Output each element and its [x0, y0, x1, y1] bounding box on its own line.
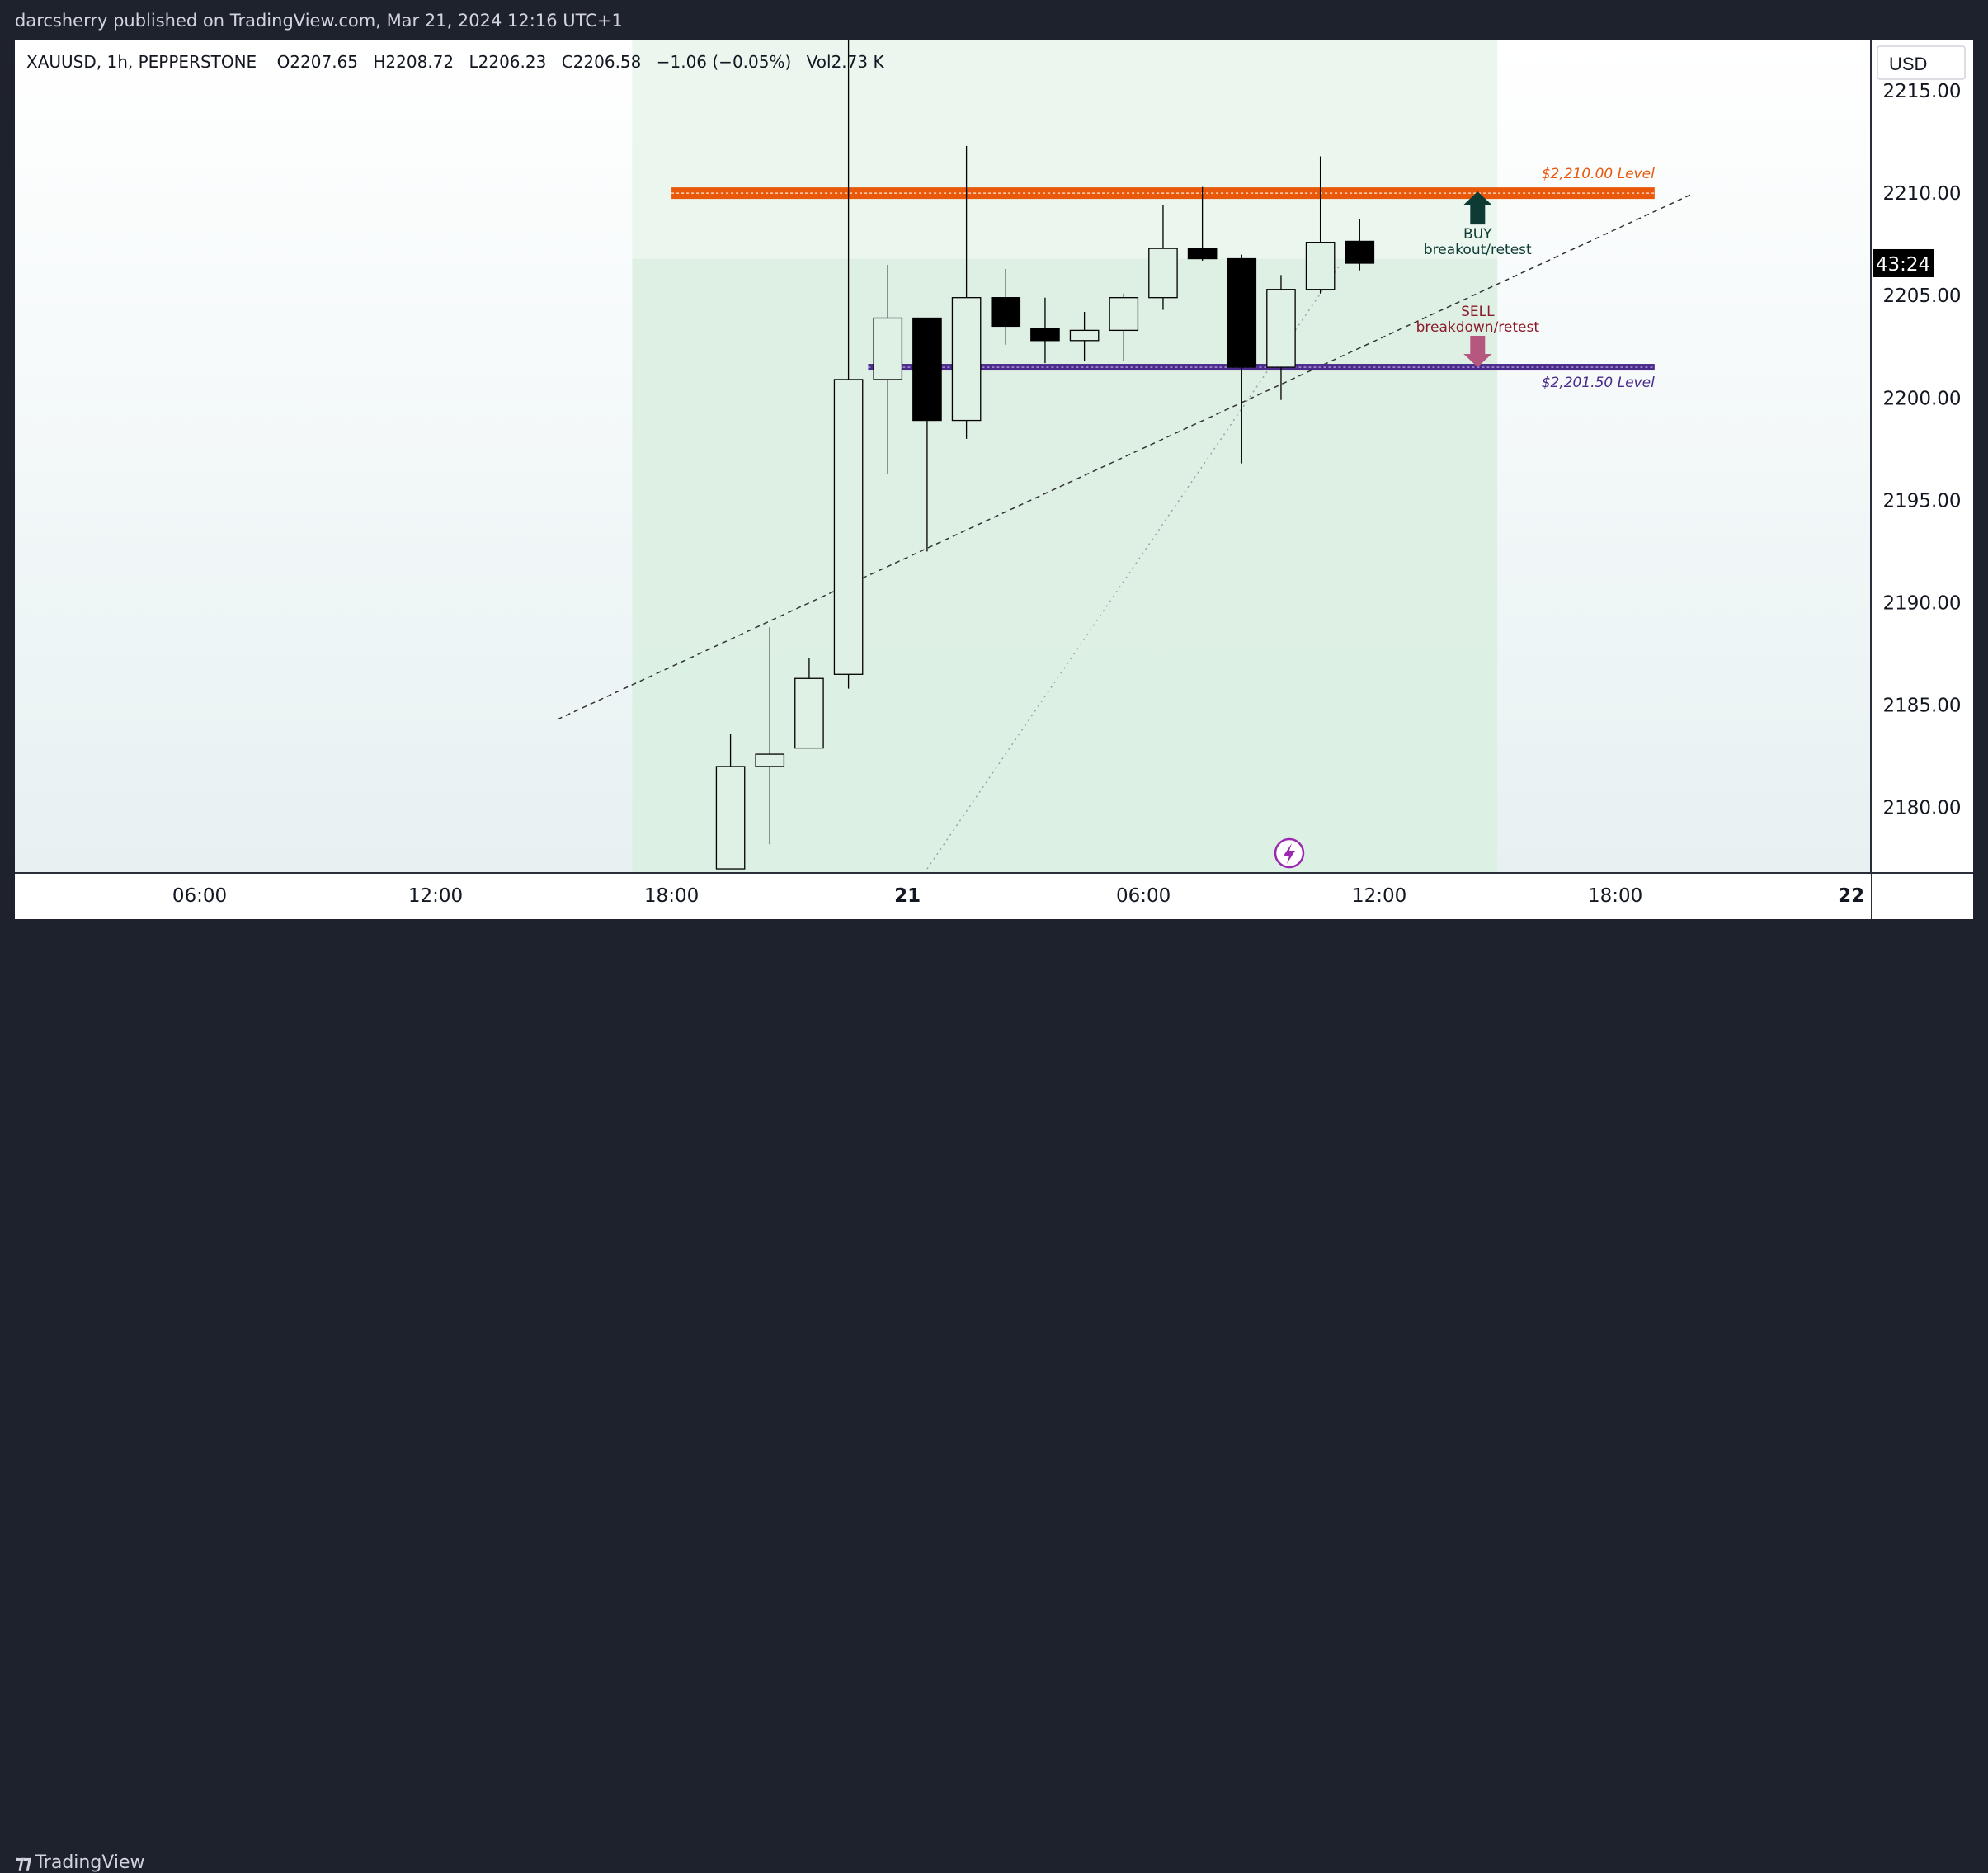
- countdown-badge: [1873, 248, 1934, 277]
- candle[interactable]: [912, 317, 942, 552]
- candle[interactable]: [873, 264, 903, 474]
- publisher-line: darcsherry published on TradingView.com,…: [15, 11, 623, 31]
- price-tick-label: 2205.00: [1882, 285, 1961, 307]
- legend-change: −1.06 (−0.05%): [657, 52, 792, 72]
- symbol-legend: XAUUSD, 1h, PEPPERSTONE O2207.65 H2208.7…: [26, 52, 884, 72]
- trendline-dashed[interactable]: [557, 192, 1694, 720]
- legend-close: C2206.58: [562, 52, 642, 72]
- candle-body: [833, 379, 864, 675]
- candle-body: [1227, 257, 1257, 368]
- candle-body: [794, 677, 824, 749]
- zone-upper: [632, 40, 1498, 259]
- price-tick-label: 2190.00: [1882, 592, 1961, 614]
- tradingview-brand[interactable]: ⁊⁊ TradingView: [15, 1852, 145, 1873]
- footer-bar: ⁊⁊ TradingView: [0, 919, 1988, 1873]
- candle[interactable]: [794, 658, 824, 749]
- candle-body: [1187, 248, 1218, 260]
- candle-body: [991, 297, 1021, 328]
- resistance-label: $2,210.00 Level: [1542, 166, 1655, 182]
- sell-label: SELL: [1461, 304, 1495, 320]
- time-tick-label: 12:00: [408, 885, 463, 907]
- publisher-bar: darcsherry published on TradingView.com,…: [0, 0, 1988, 40]
- candle-body: [1069, 329, 1100, 342]
- candle[interactable]: [833, 40, 864, 689]
- candle[interactable]: [1069, 312, 1100, 361]
- price-tick-label: 2185.00: [1882, 696, 1961, 717]
- time-tick-label: 18:00: [644, 885, 699, 907]
- candle-body: [1109, 297, 1139, 332]
- trendline-dotted[interactable]: [926, 264, 1341, 870]
- price-axis-panel[interactable]: [1871, 40, 1973, 873]
- price-tick-label: 2215.00: [1882, 81, 1961, 102]
- candle[interactable]: [1227, 254, 1257, 464]
- sell-arrow-icon: [1463, 336, 1492, 368]
- buy-arrow-icon: [1463, 191, 1492, 225]
- price-tick-label: 2195.00: [1882, 490, 1961, 512]
- candle[interactable]: [755, 627, 785, 845]
- currency-button[interactable]: [1877, 45, 1966, 80]
- support-label: $2,201.50 Level: [1542, 375, 1655, 391]
- chart-area[interactable]: $2,210.00 Level $2,201.50 Level BUY breakou…: [15, 40, 1973, 919]
- time-tick-label: 21: [894, 885, 921, 907]
- candle[interactable]: [1030, 297, 1060, 364]
- candle[interactable]: [1109, 293, 1139, 361]
- legend-volume: Vol2.73 K: [807, 52, 885, 72]
- candle-body: [715, 766, 746, 870]
- candle[interactable]: [1266, 275, 1296, 400]
- price-chart[interactable]: $2,210.00 Level $2,201.50 Level BUYbreakou…: [15, 40, 1973, 919]
- currency-label: USD: [1889, 54, 1927, 74]
- candle[interactable]: [991, 268, 1021, 345]
- candle[interactable]: [1305, 156, 1336, 294]
- lightning-icon[interactable]: [1274, 837, 1305, 869]
- candle-body: [1345, 240, 1375, 264]
- price-tick-label: 2200.00: [1882, 388, 1961, 409]
- time-tick-label: 22: [1838, 885, 1864, 907]
- time-tick-label: 18:00: [1588, 885, 1642, 907]
- candle-body: [1305, 242, 1336, 290]
- legend-symbol[interactable]: XAUUSD, 1h, PEPPERSTONE: [26, 52, 257, 72]
- zone-lower: [632, 258, 1498, 873]
- candle-body: [755, 753, 785, 767]
- time-tick-label: 06:00: [172, 885, 227, 907]
- buy-label: BUY: [1463, 226, 1492, 243]
- price-tick-label: 2210.00: [1882, 183, 1961, 205]
- candle-body: [1266, 289, 1296, 368]
- tradingview-logo-icon: ⁊⁊: [15, 1852, 32, 1873]
- brand-name: TradingView: [35, 1852, 145, 1873]
- candle[interactable]: [715, 734, 746, 870]
- candle[interactable]: [951, 146, 982, 439]
- price-tick-label: 2180.00: [1882, 798, 1961, 819]
- legend-low: L2206.23: [469, 52, 546, 72]
- legend-open: O2207.65: [277, 52, 358, 72]
- candle-body: [951, 297, 982, 422]
- sell-sublabel: breakdown/retest: [1416, 319, 1540, 336]
- candle-body: [1030, 328, 1060, 342]
- time-tick-label: 06:00: [1116, 885, 1171, 907]
- countdown-label: 43:24: [1876, 254, 1930, 276]
- candle-body: [912, 317, 942, 422]
- svg-text:XAUUSD, 1h, PEPPERSTONE: XAUUSD, 1h, PEPPERSTONE O2207.65 H2208.7…: [26, 52, 884, 72]
- buy-sublabel: breakout/retest: [1424, 242, 1532, 258]
- candle-body: [1148, 248, 1178, 299]
- time-axis-panel[interactable]: [15, 873, 1871, 919]
- candle-body: [873, 317, 903, 380]
- legend-high: H2208.72: [373, 52, 454, 72]
- candle[interactable]: [1148, 205, 1178, 310]
- candle[interactable]: [1345, 219, 1375, 271]
- time-tick-label: 12:00: [1352, 885, 1406, 907]
- candle[interactable]: [1187, 186, 1218, 262]
